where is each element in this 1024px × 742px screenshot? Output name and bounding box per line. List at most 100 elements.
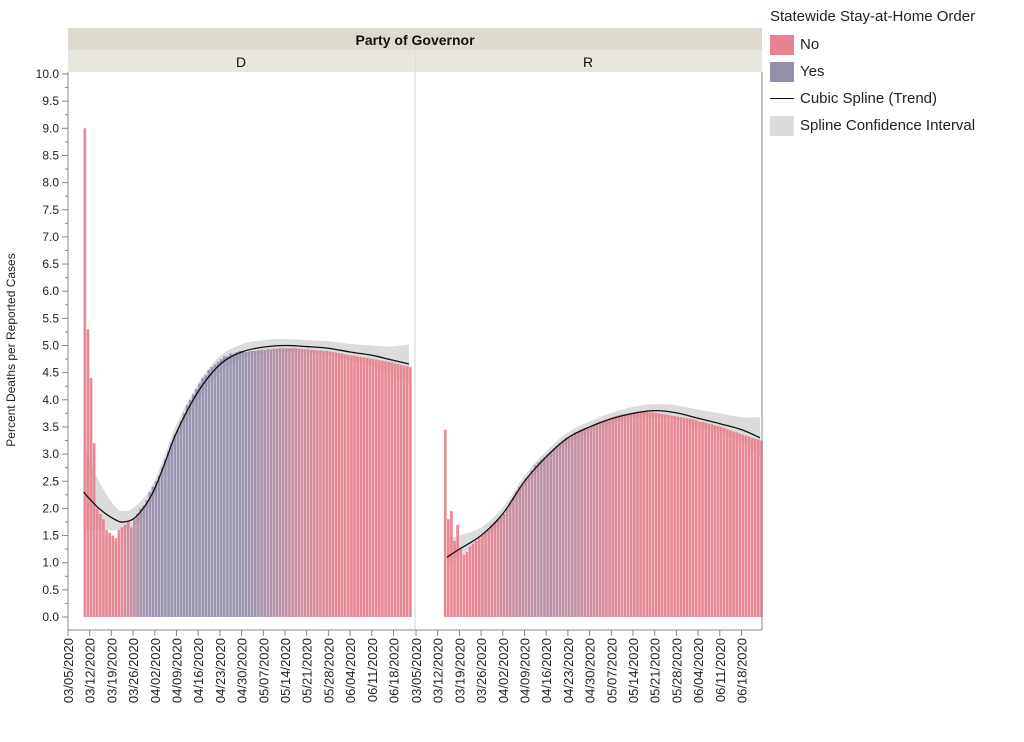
- bar: [722, 428, 726, 617]
- bar: [478, 538, 481, 617]
- bar: [595, 422, 599, 617]
- bar: [263, 349, 266, 617]
- legend-title: Statewide Stay-at-Home Order: [770, 8, 976, 25]
- legend: Statewide Stay-at-Home Order No Yes Cubi…: [770, 8, 975, 139]
- bar: [704, 422, 707, 617]
- facet-label-d: D: [236, 54, 246, 70]
- bar: [89, 378, 93, 617]
- x-tick-label: 03/19/2020: [104, 638, 119, 703]
- bar: [312, 349, 316, 617]
- bar: [145, 500, 149, 617]
- confidence-band: [83, 338, 409, 531]
- x-tick-label: 03/05/2020: [61, 638, 76, 703]
- x-tick-label: 06/18/2020: [735, 638, 750, 703]
- bar: [139, 508, 142, 617]
- bar: [272, 348, 276, 617]
- bar: [325, 350, 328, 617]
- y-tick-label: 6.5: [42, 257, 59, 271]
- bar: [744, 435, 748, 617]
- bar: [571, 435, 574, 617]
- bar: [505, 508, 509, 617]
- legend-label: No: [800, 36, 820, 53]
- bar: [536, 462, 540, 617]
- bar: [574, 432, 577, 617]
- bar: [303, 349, 307, 617]
- bar: [229, 353, 232, 617]
- bar: [247, 351, 251, 617]
- bar: [269, 349, 273, 617]
- bar: [114, 538, 118, 617]
- legend-label: Spline Confidence Interval: [800, 117, 976, 134]
- bar: [334, 352, 338, 617]
- bar: [623, 413, 627, 617]
- bar: [294, 348, 297, 617]
- bar: [387, 361, 390, 617]
- facet-label-bg-r: [415, 50, 762, 72]
- bar: [450, 511, 453, 617]
- bar: [133, 519, 136, 617]
- bar: [707, 423, 711, 617]
- y-tick-label: 7.0: [42, 230, 59, 244]
- x-tick-label: 05/14/2020: [626, 638, 641, 703]
- bar: [502, 513, 506, 617]
- bar: [402, 365, 406, 617]
- legend-label: Cubic Spline (Trend): [800, 90, 937, 107]
- bar: [409, 367, 412, 617]
- bar: [651, 412, 655, 617]
- x-tick-label: 05/14/2020: [278, 638, 293, 703]
- y-tick-label: 0.5: [42, 583, 59, 597]
- bar: [136, 513, 139, 617]
- y-tick-label: 2.0: [42, 501, 59, 515]
- bar: [673, 416, 676, 617]
- bar: [173, 435, 177, 617]
- bar: [117, 530, 121, 617]
- bar: [589, 425, 593, 617]
- bar: [176, 429, 180, 617]
- bar: [396, 363, 400, 617]
- bar: [509, 502, 512, 617]
- bar: [188, 399, 192, 617]
- bar: [481, 535, 484, 617]
- bar: [278, 348, 282, 617]
- bar: [405, 366, 409, 617]
- legend-item-no[interactable]: No: [770, 31, 975, 58]
- bar: [617, 415, 621, 617]
- y-tick-label: 1.0: [42, 556, 59, 570]
- bar: [636, 411, 639, 617]
- bar: [629, 412, 633, 617]
- bar: [701, 422, 704, 617]
- x-tick-label: 06/18/2020: [387, 638, 402, 703]
- bar: [254, 350, 257, 617]
- bar: [238, 350, 242, 617]
- bar: [620, 414, 624, 617]
- bar: [496, 519, 500, 617]
- x-tick-label: 05/28/2020: [669, 638, 684, 703]
- bar: [167, 451, 170, 617]
- legend-item-ci[interactable]: Spline Confidence Interval: [770, 112, 975, 139]
- x-tick-label: 04/16/2020: [191, 638, 206, 703]
- bar: [639, 411, 642, 617]
- legend-item-spline[interactable]: Cubic Spline (Trend): [770, 85, 975, 112]
- confidence-band: [447, 404, 761, 566]
- y-tick-label: 4.0: [42, 393, 59, 407]
- bar: [83, 128, 87, 618]
- bar: [608, 418, 611, 617]
- bar: [682, 417, 686, 617]
- bar: [195, 388, 198, 617]
- x-tick-label: 05/07/2020: [604, 638, 619, 703]
- facet-header-bg: [68, 28, 762, 50]
- x-tick-label: 04/30/2020: [583, 638, 598, 703]
- bar: [322, 350, 325, 617]
- bar: [371, 359, 375, 617]
- bar: [605, 419, 608, 617]
- bar: [515, 492, 518, 617]
- bar: [512, 497, 515, 617]
- bar: [654, 412, 658, 617]
- bar: [660, 413, 664, 617]
- legend-item-yes[interactable]: Yes: [770, 58, 975, 85]
- bar: [368, 358, 372, 617]
- x-tick-label: 03/05/2020: [409, 638, 424, 703]
- bar: [530, 470, 534, 617]
- legend-swatch-no: [770, 34, 794, 55]
